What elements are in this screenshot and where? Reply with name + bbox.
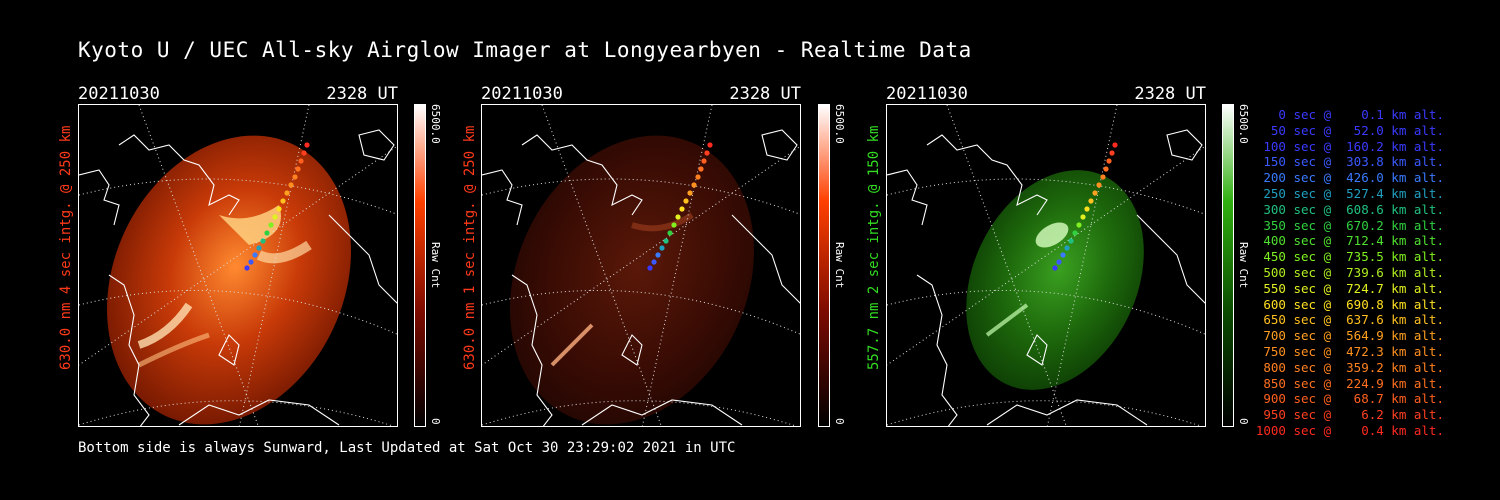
panel-2-wavelength-label: 630.0 nm 1 sec intg. @ 250 km (462, 125, 478, 370)
panel-2-colorbar-max: 6500.0 (833, 104, 846, 144)
panel-3-colorbar-min: 0 (1237, 418, 1250, 425)
legend-item: 750 sec @ 472.3 km alt. (1255, 343, 1444, 359)
panel-3-wavelength-label: 557.7 nm 2 sec intg. @ 150 km (866, 125, 882, 370)
panel-2-allsky-image[interactable] (481, 104, 801, 427)
panel-2-map-svg (482, 105, 800, 426)
panel-1-date: 20211030 (78, 84, 160, 104)
legend-item: 550 sec @ 724.7 km alt. (1255, 280, 1444, 296)
legend-item: 800 sec @ 359.2 km alt. (1255, 359, 1444, 375)
legend-item: 250 sec @ 527.4 km alt. (1255, 185, 1444, 201)
legend-item: 950 sec @ 6.2 km alt. (1255, 407, 1444, 423)
legend-item: 100 sec @ 160.2 km alt. (1255, 138, 1444, 154)
panel-1-allsky-image[interactable] (78, 104, 398, 427)
panel-1-wavelength-label: 630.0 nm 4 sec intg. @ 250 km (58, 125, 74, 370)
panel-3-aurora-patch (1035, 222, 1069, 248)
panel-3-date: 20211030 (886, 84, 968, 104)
panel-2-colorbar-min: 0 (833, 418, 846, 425)
panel-3-time: 2328 UT (1134, 84, 1206, 104)
panel-2-trajectory (647, 142, 713, 271)
trajectory-legend: 0 sec @ 0.1 km alt. 50 sec @ 52.0 km alt… (1256, 107, 1444, 439)
legend-item: 0 sec @ 0.1 km alt. (1255, 107, 1444, 122)
footer-note: Bottom side is always Sunward, Last Upda… (78, 440, 736, 456)
panel-3-trajectory (1052, 142, 1118, 271)
panel-2-date: 20211030 (481, 84, 563, 104)
panel-1-trajectory (244, 142, 310, 271)
legend-item: 850 sec @ 224.9 km alt. (1255, 375, 1444, 391)
page-title: Kyoto U / UEC All-sky Airglow Imager at … (78, 38, 972, 62)
legend-item: 350 sec @ 670.2 km alt. (1255, 217, 1444, 233)
panel-2-airglow-disk (510, 135, 754, 425)
panel-1-time: 2328 UT (326, 84, 398, 104)
panel-1-grid (79, 105, 397, 426)
legend-item: 650 sec @ 637.6 km alt. (1255, 312, 1444, 328)
panel-3-allsky-image[interactable] (886, 104, 1206, 427)
panel-1-aurora-streak (137, 302, 193, 349)
panel-2-grid (482, 105, 800, 426)
panel-1-colorbar-unit: Raw Cnt (429, 242, 442, 289)
panel-1-colorbar-min: 0 (429, 418, 442, 425)
legend-item: 500 sec @ 739.6 km alt. (1255, 264, 1444, 280)
panel-1-colorbar-max: 6500.0 (429, 104, 442, 144)
legend-item: 1000 sec @ 0.4 km alt. (1255, 422, 1444, 438)
legend-item: 600 sec @ 690.8 km alt. (1255, 296, 1444, 312)
panel-3-grid (887, 105, 1205, 426)
panel-2-aurora-streak (550, 323, 594, 367)
legend-item: 50 sec @ 52.0 km alt. (1255, 122, 1444, 138)
legend-item: 700 sec @ 564.9 km alt. (1255, 328, 1444, 344)
legend-item: 450 sec @ 735.5 km alt. (1255, 249, 1444, 265)
legend-item: 300 sec @ 608.6 km alt. (1255, 201, 1444, 217)
legend-item: 150 sec @ 303.8 km alt. (1255, 154, 1444, 170)
legend-item: 400 sec @ 712.4 km alt. (1255, 233, 1444, 249)
panel-3-colorbar (1222, 104, 1234, 427)
panel-1-map-svg (79, 105, 397, 426)
panel-3-colorbar-max: 6500.0 (1237, 104, 1250, 144)
panel-3-map-svg (887, 105, 1205, 426)
panel-3-airglow-disk (966, 170, 1144, 390)
panel-1-colorbar (414, 104, 426, 427)
panel-2-time: 2328 UT (729, 84, 801, 104)
panel-2-coastlines (482, 129, 800, 426)
legend-item: 200 sec @ 426.0 km alt. (1255, 170, 1444, 186)
legend-item: 900 sec @ 68.7 km alt. (1255, 391, 1444, 407)
panel-1-airglow-disk (107, 135, 351, 425)
panel-2-colorbar (818, 104, 830, 427)
panel-2-colorbar-unit: Raw Cnt (833, 242, 846, 289)
panel-3-coastlines (887, 129, 1205, 426)
panel-1-coastlines (79, 129, 397, 426)
panel-3-colorbar-unit: Raw Cnt (1237, 242, 1250, 289)
